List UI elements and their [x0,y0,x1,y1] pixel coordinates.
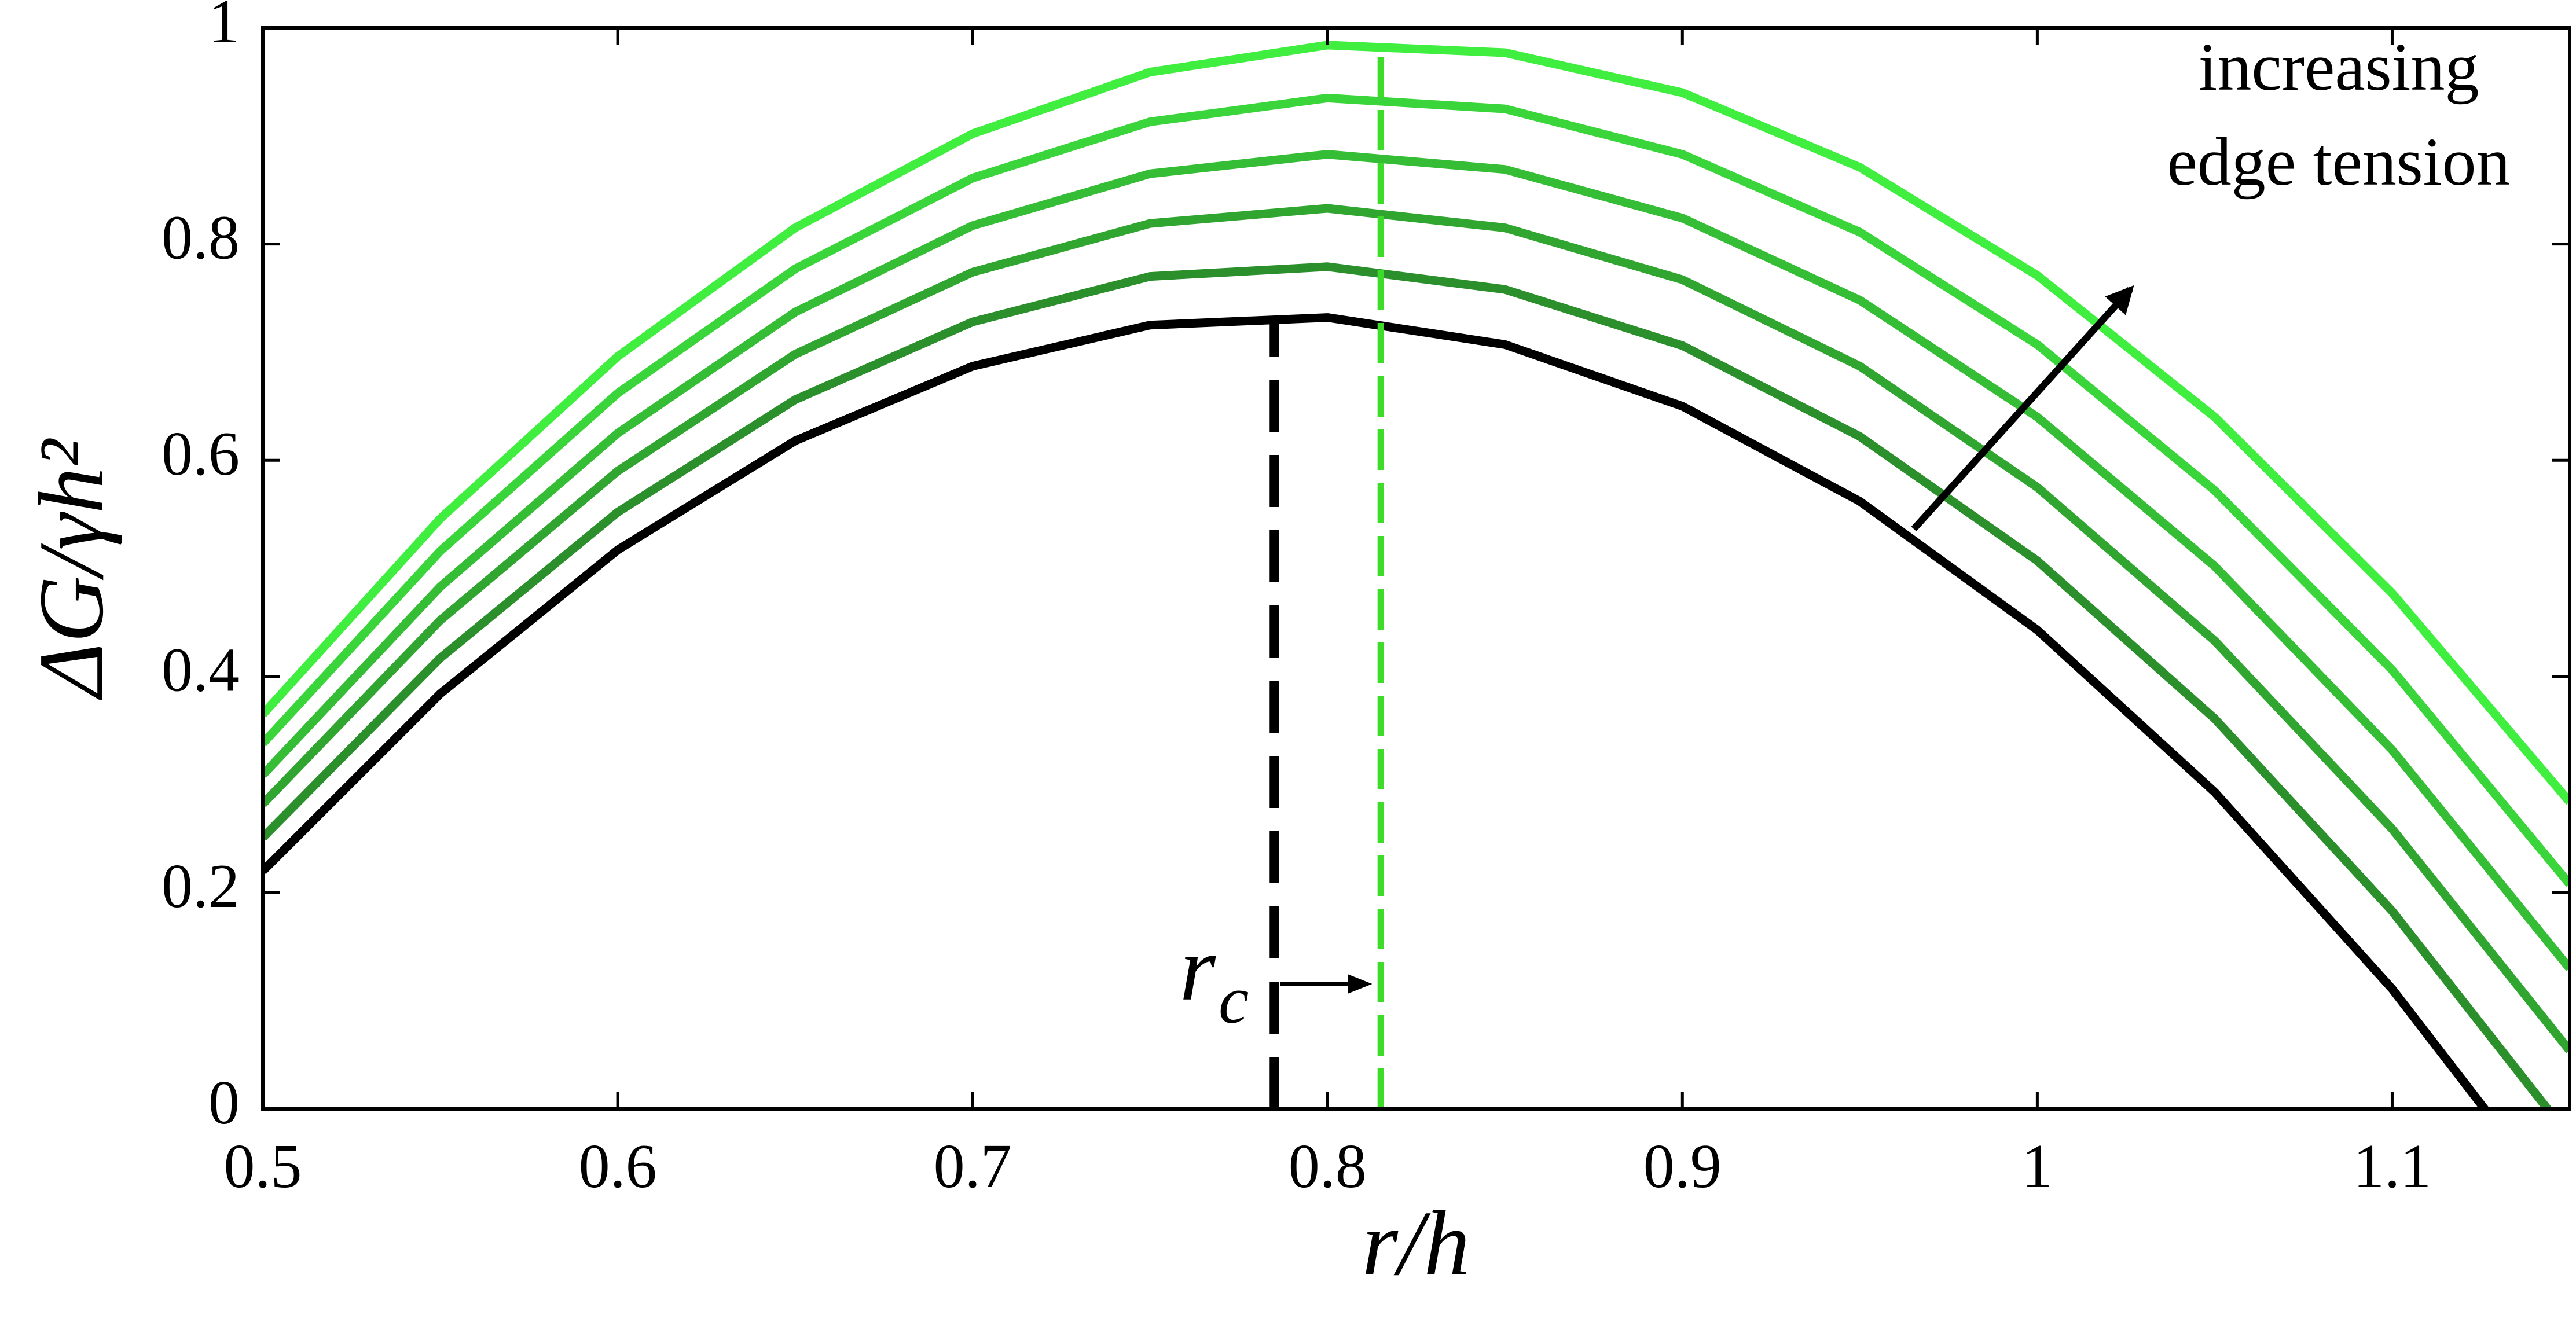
rc-subscript: c [1219,962,1249,1038]
data-line [263,313,2490,1109]
y-tick-label: 0.4 [162,636,240,705]
data-line [263,150,2570,971]
x-tick-label: 0.7 [934,1132,1012,1201]
rc-label: r [1180,917,1216,1020]
y-tick-label: 0.2 [162,852,240,921]
data-line [263,262,2553,1109]
y-axis-label: ΔG/γh² [20,438,123,701]
x-tick-label: 0.6 [579,1132,657,1201]
x-tick-label: 0.9 [1643,1132,1722,1201]
x-axis-label: r/h [1362,1192,1470,1295]
data-line [263,93,2570,887]
x-tick-label: 1.1 [2353,1132,2431,1201]
trend-arrow [1911,285,2134,532]
x-tick-label: 0.5 [224,1132,302,1201]
data-line [263,41,2570,805]
annotation-line: edge tension [2167,124,2510,200]
x-tick-label: 1 [2021,1132,2053,1201]
y-tick-label: 1 [208,0,240,56]
y-tick-label: 0.6 [162,420,240,488]
plot-frame [261,26,2571,1111]
data-line [263,204,2570,1053]
x-tick-label: 0.8 [1289,1132,1367,1201]
annotation-line: increasing [2199,29,2479,105]
y-tick-label: 0.8 [162,203,240,272]
plot-area [263,41,2570,1109]
y-tick-label: 0 [208,1068,240,1137]
